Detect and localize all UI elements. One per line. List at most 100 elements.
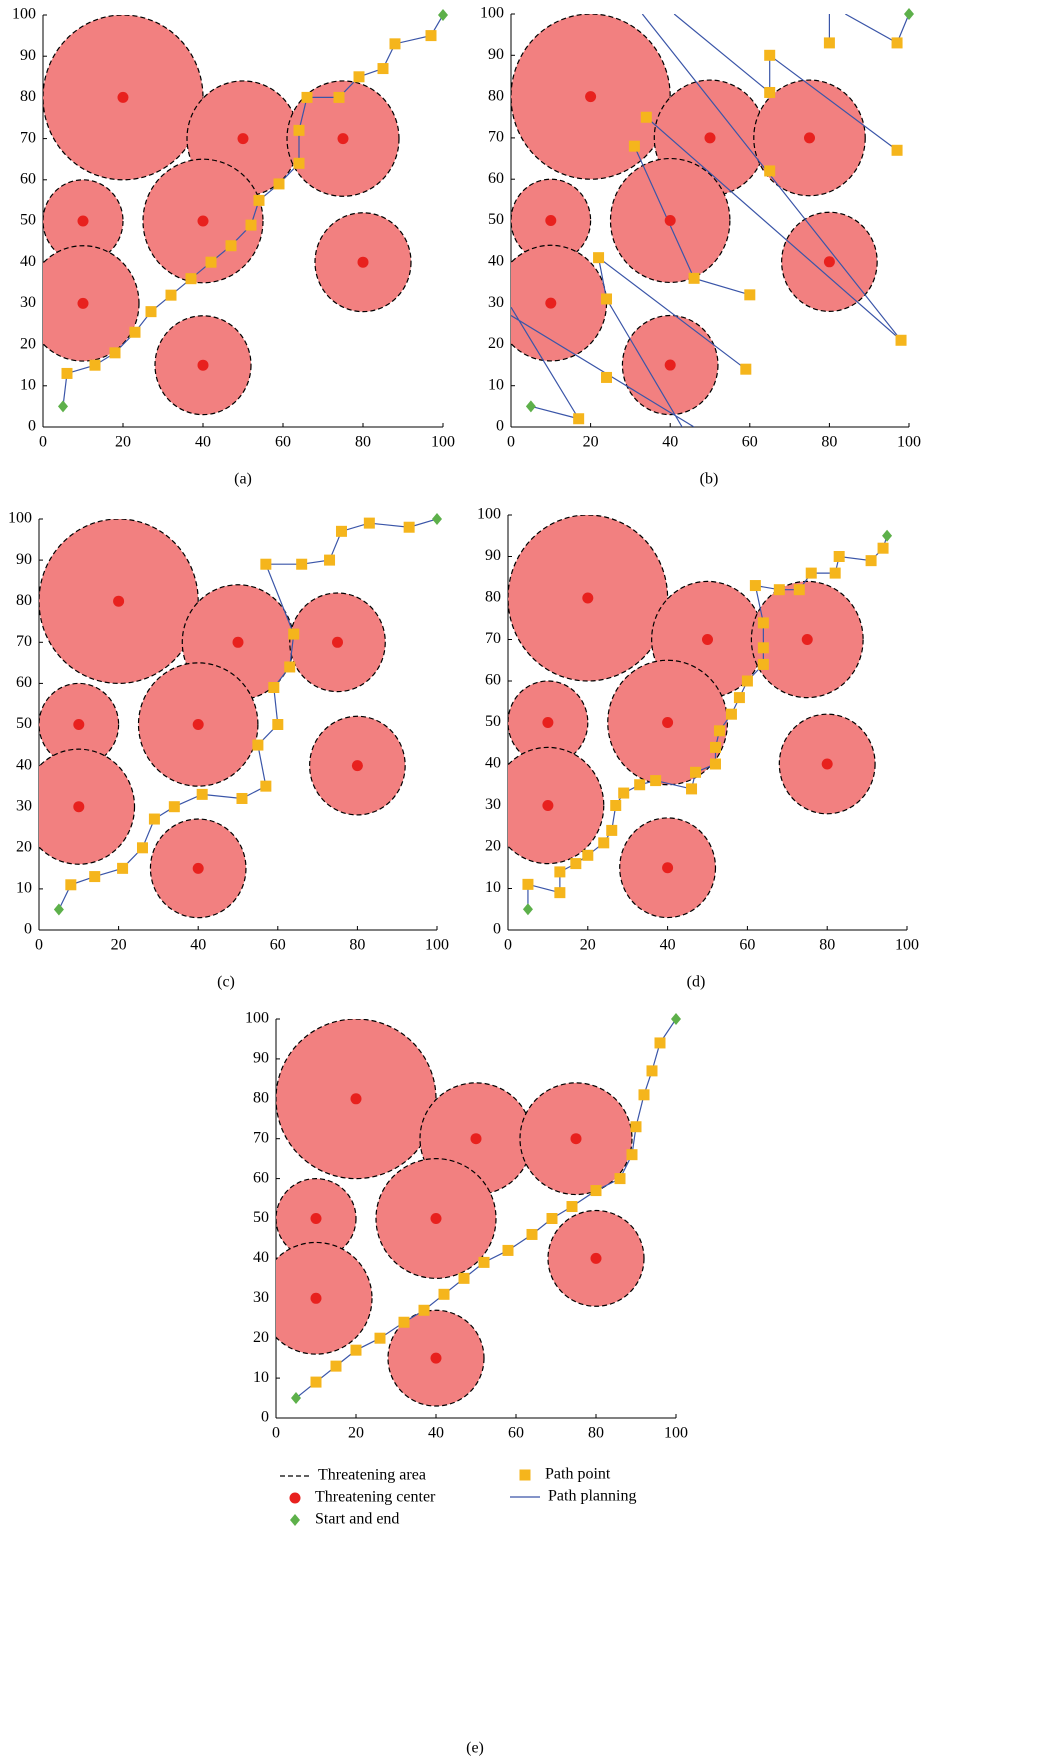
y-tick-label: 70 [253,1129,269,1146]
y-tick-label: 30 [16,797,32,814]
y-tick-label: 60 [488,170,504,187]
x-tick-label: 20 [583,434,599,451]
y-tick-label: 70 [20,129,36,146]
threat-center [232,636,244,648]
path-point [168,801,180,813]
y-tick-label: 30 [485,796,501,813]
path-point [733,692,745,704]
x-tick-label: 40 [195,434,211,451]
start-end-point [438,9,448,21]
y-tick-label: 100 [245,1010,269,1027]
threat-area [43,245,140,362]
x-tick-label: 0 [507,434,515,451]
panel: 0 20 40 60 80 100 0 10 20 30 40 50 60 70 80 90 100 (d) [477,506,919,991]
path-point [764,165,776,177]
threat-center [664,215,676,226]
y-tick-label: 60 [253,1169,269,1186]
threat-center [73,801,85,813]
path-point [260,780,272,792]
path-point [628,140,640,152]
y-tick-label: 20 [485,838,501,855]
x-tick-label: 0 [272,1425,280,1442]
x-tick-label: 20 [580,937,596,954]
path-point [833,551,845,562]
start-end-point [291,1392,301,1405]
path-line [58,519,437,910]
path-point [744,289,756,301]
y-tick-label: 0 [261,1409,269,1426]
start-end-point [671,1013,681,1025]
path-point [272,719,284,730]
threat-center [430,1352,442,1364]
path-point [546,1213,558,1224]
threat-center [542,717,554,728]
legend-label: Threatening center [315,1489,436,1506]
start-end-point [522,903,533,916]
path-point [573,413,585,425]
path-point [205,256,217,268]
path-point [640,111,652,123]
path-point [865,555,877,567]
y-tick-label: 100 [477,506,501,523]
threat-center [662,862,674,874]
y-tick-label: 40 [485,755,501,772]
threat-center [192,862,204,874]
path-point [65,879,77,891]
path-point [614,1173,626,1185]
threat-center [117,91,129,103]
path-point [335,525,347,537]
threat-center [77,215,89,227]
threat-center [113,595,125,607]
path-point [438,1288,450,1300]
path-point [389,38,401,50]
y-tick-label: 20 [253,1329,269,1346]
x-tick-label: 100 [425,937,449,954]
path-point [601,293,613,305]
path-point [638,1089,650,1101]
path-point [757,617,769,629]
path-point [709,758,721,770]
path-point [646,1065,658,1077]
threat-center [582,592,594,604]
path-point [634,779,646,791]
path-point [593,252,605,264]
legend-swatch [289,1492,301,1504]
path-point [165,289,177,301]
x-tick-label: 20 [348,1425,364,1442]
start-end-point [53,903,64,916]
threat-center [197,215,209,227]
threat-center [77,297,89,309]
x-tick-label: 80 [819,937,835,954]
path-point [757,658,769,670]
legend-label: Start and end [315,1511,399,1528]
threat-center [337,133,349,145]
path-point [145,306,157,318]
path-point [650,775,662,787]
path-point [363,517,375,529]
path-point [350,1344,362,1356]
y-tick-label: 0 [24,921,32,938]
path-point [630,1121,642,1133]
path-point [89,359,101,371]
x-tick-label: 60 [508,1425,524,1442]
path-point [293,157,305,169]
path-point [403,521,415,533]
threat-area [508,746,605,865]
y-tick-label: 20 [16,838,32,855]
legend-label: Path point [545,1466,611,1483]
path-point [570,858,582,870]
legend-swatch [290,1514,300,1526]
threat-center [192,719,204,730]
y-tick-label: 50 [20,212,36,229]
panel-title: (b) [700,471,719,488]
path-point [333,91,345,103]
y-tick-label: 50 [488,211,504,228]
path-point [690,766,702,778]
y-tick-label: 90 [488,46,504,63]
path-point [301,91,313,103]
start-end-point [525,400,536,413]
y-tick-label: 70 [488,129,504,146]
start-end-point [432,513,442,525]
x-tick-label: 100 [897,434,921,451]
path-point [61,367,73,379]
